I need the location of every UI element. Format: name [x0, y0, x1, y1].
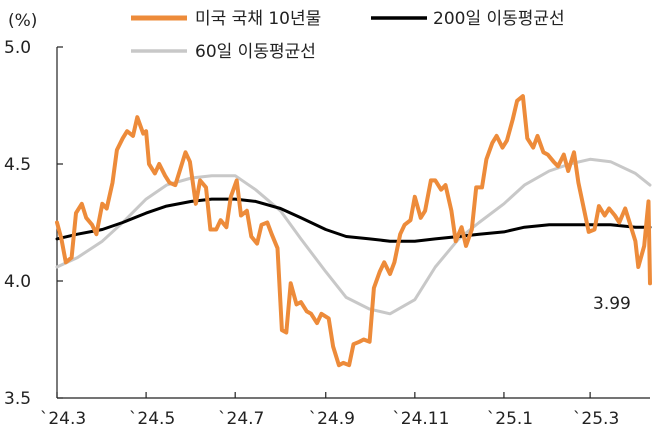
y-tick-label: 5.0: [4, 38, 31, 58]
series-line-ma200: [55, 197, 652, 243]
last-value-label: 3.99: [593, 294, 631, 314]
y-tick-label: 4.0: [4, 272, 31, 292]
legend-label-ma60: 60일 이동평균선: [195, 42, 316, 62]
x-tick-label: `24.7: [218, 409, 264, 429]
legend-label-ma200: 200일 이동평균선: [433, 9, 565, 29]
legend-label-treasury: 미국 국채 10년물: [195, 9, 321, 29]
x-tick-label: `24.9: [309, 409, 355, 429]
x-tick-label: `25.3: [573, 409, 619, 429]
y-tick-label: 4.5: [4, 155, 31, 175]
x-tick-label: `24.3: [40, 409, 86, 429]
x-tick-label: `25.1: [487, 409, 533, 429]
y-tick-label: 3.5: [4, 389, 31, 409]
y-axis-unit: (%): [8, 11, 37, 31]
y-axis-ticks: 3.5 4.0 4.5 5.0: [4, 38, 63, 409]
series-layer: [55, 94, 652, 368]
x-tick-label: `24.5: [129, 409, 175, 429]
x-axis-ticks: `24.3 `24.5 `24.7 `24.9 `24.11 `25.1 `25.3: [40, 392, 619, 429]
x-tick-label: `24.11: [392, 409, 449, 429]
chart-legend: 미국 국채 10년물 200일 이동평균선 60일 이동평균선: [131, 9, 565, 62]
series-line-treasury-10y: [55, 94, 652, 368]
